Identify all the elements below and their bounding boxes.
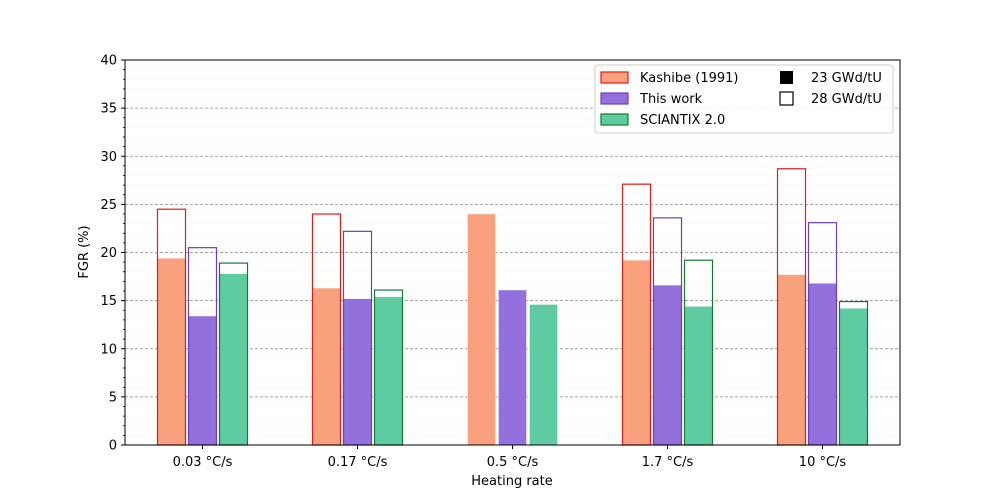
bars (156, 168, 869, 446)
y-tick-label: 40 (100, 54, 117, 69)
x-tick-label: 0.5 °C/s (487, 455, 539, 470)
legend: Kashibe (1991) This work SCIANTIX 2.0 23 GW… (594, 64, 894, 134)
y-axis-label: FGR (%) (77, 225, 92, 278)
x-tick-label: 10 °C/s (799, 455, 847, 470)
legend-swatch (600, 113, 629, 126)
legend-swatch (600, 71, 629, 84)
y-tick-label: 15 (100, 294, 117, 309)
bar-23-gwd (188, 315, 217, 446)
bar-23-gwd (157, 257, 186, 446)
bar-23-gwd (343, 298, 372, 446)
x-axis: 0.03 °C/s 0.17 °C/s 0.5 °C/s 1.7 °C/s 10 °C/… (173, 445, 847, 470)
y-tick-label: 25 (100, 198, 117, 213)
y-tick-label: 0 (109, 439, 117, 454)
y-tick-label: 20 (100, 246, 117, 261)
y-tick-label: 10 (100, 342, 117, 357)
legend-label: 23 GWd/tU (811, 71, 882, 86)
bar-23-gwd (622, 259, 651, 446)
y-tick-label: 30 (100, 150, 117, 165)
y-tick-label: 35 (100, 102, 117, 117)
bar-23-gwd (374, 296, 403, 446)
x-axis-label: Heating rate (471, 474, 552, 489)
y-tick-label: 5 (109, 390, 117, 405)
legend-label: Kashibe (1991) (640, 71, 739, 86)
legend-label: 28 GWd/tU (811, 92, 882, 107)
x-tick-label: 0.03 °C/s (173, 455, 233, 470)
x-tick-label: 1.7 °C/s (642, 455, 694, 470)
bar-23-gwd (839, 308, 868, 446)
y-axis: 0 5 10 15 20 25 30 35 40 (100, 54, 125, 454)
bar-23-gwd (529, 304, 558, 446)
legend-open-square (779, 91, 794, 106)
bar-23-gwd (684, 306, 713, 446)
bar-23-gwd (498, 289, 527, 446)
bar-23-gwd (219, 273, 248, 446)
bar-23-gwd (777, 274, 806, 446)
bar-23-gwd (808, 282, 837, 446)
bar-23-gwd (653, 284, 682, 446)
legend-filled-square (780, 71, 793, 84)
x-tick-label: 0.17 °C/s (328, 455, 388, 470)
legend-box (594, 64, 894, 134)
legend-label: SCIANTIX 2.0 (640, 113, 725, 128)
bar-23-gwd (467, 213, 496, 446)
bar-23-gwd (312, 287, 341, 446)
legend-swatch (600, 92, 629, 105)
legend-label: This work (639, 92, 703, 107)
